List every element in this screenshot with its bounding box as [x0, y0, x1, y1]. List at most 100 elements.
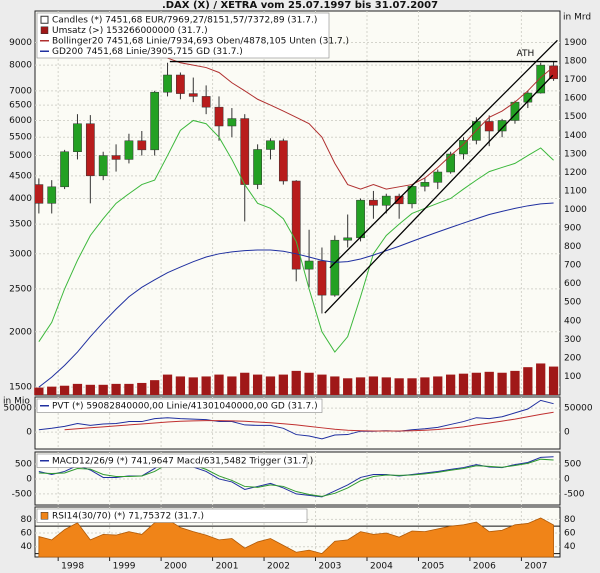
- volume-bar: [343, 378, 353, 395]
- x-tick-label: 1998: [61, 562, 84, 572]
- legend-label: Bollinger20 7451,68 Linie/7934,693 Oben/…: [52, 36, 349, 46]
- candle-body: [163, 74, 172, 93]
- y-tick-label-right: 80: [564, 515, 576, 525]
- volume-bar: [484, 371, 494, 395]
- volume-bar: [317, 374, 327, 395]
- candle-body: [330, 239, 340, 296]
- y-tick-label: 1500: [9, 383, 32, 393]
- trend-line: [324, 74, 554, 314]
- y-tick-label: 2500: [9, 284, 32, 294]
- candle-body: [549, 65, 558, 80]
- y-tick-label: -500: [12, 489, 33, 499]
- y2-tick-label: 1700: [564, 75, 587, 85]
- y2-axis-label: in Mrd: [563, 13, 591, 23]
- y-tick-label: 3500: [9, 220, 32, 230]
- candle-body: [201, 96, 211, 108]
- x-tick-label: 2006: [473, 562, 496, 572]
- candle-body: [188, 93, 198, 97]
- x-tick-label: 2005: [421, 562, 444, 572]
- candle-body: [394, 195, 404, 205]
- volume-bar: [523, 367, 533, 395]
- candle-body: [369, 199, 378, 206]
- legend-icon: [40, 15, 49, 24]
- volume-bar: [330, 376, 340, 395]
- volume-bar: [47, 386, 57, 395]
- volume-bar: [72, 383, 83, 395]
- candle-body: [433, 171, 443, 183]
- y-tick-label: 5000: [9, 151, 32, 161]
- y2-tick-label: 1900: [564, 38, 587, 48]
- volume-bar: [150, 380, 160, 395]
- y2-tick-label: 1400: [564, 131, 587, 141]
- legend-label: PVT (*) 59082840000,00 Linie/41301040000…: [52, 401, 318, 411]
- volume-bar: [201, 376, 211, 395]
- legend-label: GD200 7451,68 Linie/3905,715 GD (31.7.): [52, 47, 243, 57]
- volume-bar: [252, 374, 263, 395]
- y-tick-label: 8000: [9, 61, 32, 71]
- candle-body: [137, 140, 147, 151]
- legend-box: [36, 508, 308, 523]
- legend-label: MACD12/26/9 (*) 741,9647 Macd/631,5482 T…: [52, 456, 313, 466]
- x-tick-label: 2001: [216, 562, 239, 572]
- y-tick-label: 500: [15, 459, 32, 469]
- area: [38, 517, 554, 558]
- x-tick-label: 2000: [164, 562, 187, 572]
- candle-body: [227, 118, 237, 127]
- line: [64, 411, 554, 432]
- volume-bar: [420, 377, 430, 395]
- line: [38, 202, 554, 388]
- volume-bar: [304, 372, 314, 395]
- y-tick-label: 60: [21, 529, 33, 539]
- volume-bar: [59, 385, 70, 395]
- annotation: ATH: [517, 49, 535, 59]
- candle-body: [176, 74, 185, 94]
- candle-body: [317, 260, 327, 296]
- y2-tick-label: 1100: [564, 186, 587, 196]
- x-tick-label: 1999: [113, 562, 136, 572]
- candle-body: [497, 120, 507, 132]
- volume-bar: [111, 383, 121, 395]
- y-tick-label: 0: [26, 474, 32, 484]
- y-tick-label-right: 50000: [564, 404, 593, 414]
- y-tick-label-right: 0: [564, 474, 570, 484]
- volume-bar: [445, 374, 456, 395]
- y-tick-label: 80: [21, 515, 33, 525]
- x-tick-label: 2002: [267, 562, 290, 572]
- candle-body: [98, 155, 108, 177]
- y2-tick-label: 600: [564, 279, 581, 289]
- candle-body: [214, 106, 224, 127]
- candle-body: [240, 118, 250, 185]
- y-tick-label-right: 0: [564, 428, 570, 438]
- volume-bar: [548, 366, 559, 395]
- volume-bar: [433, 376, 443, 395]
- y-tick-label: 40: [21, 542, 33, 552]
- legend-box: [36, 453, 308, 468]
- y2-tick-label: 300: [564, 335, 581, 345]
- y-tick-label: 9000: [9, 38, 32, 48]
- volume-bar: [407, 378, 417, 395]
- volume-bar: [355, 377, 366, 395]
- y2-tick-label: 500: [564, 298, 581, 308]
- candle-body: [60, 151, 69, 188]
- volume-bar: [124, 383, 134, 395]
- line: [38, 399, 554, 440]
- candle-body: [278, 140, 288, 182]
- volume-bar: [458, 373, 469, 395]
- candle-body: [420, 182, 430, 187]
- y2-tick-label: 1200: [564, 168, 587, 178]
- y-tick-label: 4000: [9, 194, 32, 204]
- x-tick-label: 2004: [370, 562, 393, 572]
- y2-tick-label: 700: [564, 261, 581, 271]
- y-tick-label: 4500: [9, 171, 32, 181]
- legend-icon: [40, 26, 49, 34]
- y-tick-label: 50000: [3, 404, 32, 414]
- candle-body: [266, 140, 275, 150]
- volume-bar: [291, 370, 301, 395]
- volume-bar: [98, 384, 108, 395]
- candle-body: [484, 121, 494, 132]
- y2-tick-label: 800: [564, 242, 581, 252]
- candle-body: [291, 180, 301, 270]
- y-tick-label: 5500: [9, 133, 32, 143]
- bollinger-lower: [38, 119, 554, 353]
